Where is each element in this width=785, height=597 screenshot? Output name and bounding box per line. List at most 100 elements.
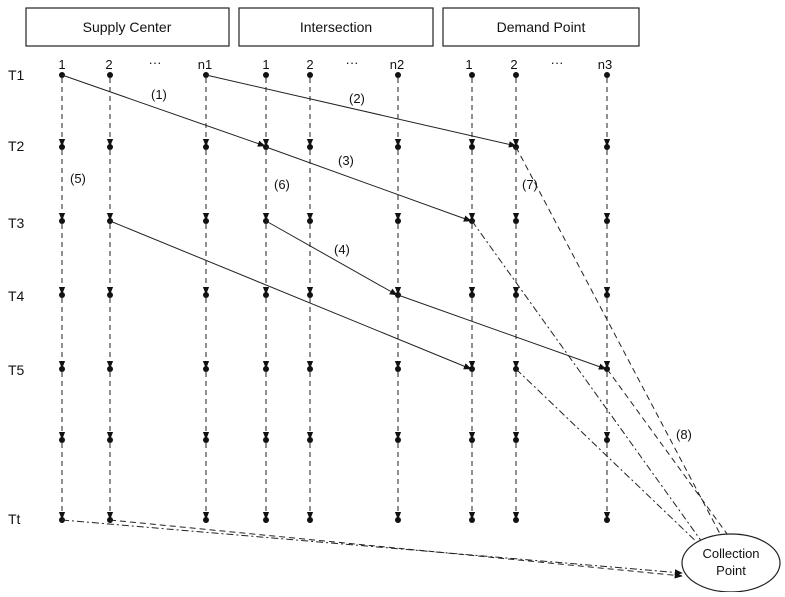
arc-label-8: (8) [676, 427, 692, 442]
arc-2 [205, 74, 517, 148]
collection-point-label-line2: Point [716, 563, 746, 578]
node-col2-row1 [107, 72, 113, 78]
arc-label-6: (6) [274, 177, 290, 192]
node-col4-row1 [263, 72, 269, 78]
col-label-supply-2: 2 [105, 57, 112, 72]
node-col7-row7 [469, 517, 475, 523]
node-col6-row3 [395, 218, 401, 224]
flow-demand2-t5-to-collection [515, 368, 705, 550]
arc-1 [61, 74, 266, 147]
header-demand-point: Demand Point [442, 7, 640, 47]
header-demand-point-label: Demand Point [497, 19, 586, 35]
node-col3-row4 [203, 292, 209, 298]
node-col6-row2 [395, 144, 401, 150]
node-col4-row4 [263, 292, 269, 298]
node-col1-row2 [59, 144, 65, 150]
time-labels: T1 T2 T3 T4 T5 Tt [8, 67, 25, 527]
flow-supply1-tt-to-collection [61, 519, 683, 576]
node-col8-row1 [513, 72, 519, 78]
collection-flows [61, 146, 739, 579]
node-col5-row2 [307, 144, 313, 150]
node-col1-row4 [59, 292, 65, 298]
arc-4 [265, 220, 398, 296]
node-col5-row6 [307, 437, 313, 443]
header-supply-center-label: Supply Center [83, 19, 172, 35]
node-col2-row2 [107, 144, 113, 150]
col-label-intersection-2: 2 [306, 57, 313, 72]
node-col4-row6 [263, 437, 269, 443]
node-col5-row5 [307, 366, 313, 372]
node-col6-row7 [395, 517, 401, 523]
node-col5-row3 [307, 218, 313, 224]
col-label-demand-ellipsis: ··· [551, 55, 564, 70]
vertical-time-lines [58, 78, 611, 520]
node-col9-row4 [604, 292, 610, 298]
node-col8-row6 [513, 437, 519, 443]
col-label-demand-n3: n3 [598, 57, 612, 72]
time-label-t5: T5 [8, 362, 25, 378]
node-col5-row1 [307, 72, 313, 78]
node-dots [59, 72, 610, 523]
node-col7-row2 [469, 144, 475, 150]
flow-demand2-t2-to-collection [515, 146, 729, 550]
node-col9-row3 [604, 218, 610, 224]
col-label-supply-1: 1 [58, 57, 65, 72]
header-intersection: Intersection [238, 7, 434, 47]
transport-arcs [61, 74, 607, 370]
node-col3-row7 [203, 517, 209, 523]
arc-intersection-n2-t4-to-demand-n3-t5 [397, 294, 607, 370]
node-col1-row6 [59, 437, 65, 443]
arc-supply2-t3-to-demand1-t5 [109, 220, 472, 370]
node-col6-row1 [395, 72, 401, 78]
node-col5-row4 [307, 292, 313, 298]
node-col5-row7 [307, 517, 313, 523]
node-col1-row5 [59, 366, 65, 372]
arc-label-3: (3) [338, 153, 354, 168]
node-col4-row5 [263, 366, 269, 372]
node-col2-row5 [107, 366, 113, 372]
flow-supply2-tt-to-collection [109, 519, 683, 579]
node-col3-row3 [203, 218, 209, 224]
node-col9-row2 [604, 144, 610, 150]
node-col1-row3 [59, 218, 65, 224]
node-col7-row4 [469, 292, 475, 298]
arc-label-7: (7) [522, 177, 538, 192]
flow-demand1-t3-to-collection [471, 220, 708, 550]
header-supply-center: Supply Center [25, 7, 230, 47]
arc-3 [265, 146, 472, 222]
time-label-t1: T1 [8, 67, 25, 83]
col-label-demand-2: 2 [510, 57, 517, 72]
node-col3-row5 [203, 366, 209, 372]
col-label-supply-ellipsis: ··· [149, 55, 162, 70]
col-label-demand-1: 1 [465, 57, 472, 72]
node-col9-row6 [604, 437, 610, 443]
node-col8-row4 [513, 292, 519, 298]
flow-demandn3-t5-to-collection [606, 368, 739, 550]
node-col7-row1 [469, 72, 475, 78]
col-label-intersection-n2: n2 [390, 57, 404, 72]
col-label-intersection-ellipsis: ··· [346, 55, 359, 70]
col-label-supply-n1: n1 [198, 57, 212, 72]
node-col7-row6 [469, 437, 475, 443]
collection-point: Collection Point [681, 533, 781, 593]
arc-label-1: (1) [151, 87, 167, 102]
arc-label-4: (4) [334, 242, 350, 257]
arc-labels: (1) (2) (3) (4) (5) (6) (7) (8) [70, 87, 692, 442]
node-col2-row4 [107, 292, 113, 298]
node-col3-row2 [203, 144, 209, 150]
time-label-tt: Tt [8, 511, 21, 527]
time-label-t4: T4 [8, 288, 25, 304]
node-col3-row6 [203, 437, 209, 443]
col-label-intersection-1: 1 [262, 57, 269, 72]
node-col8-row3 [513, 218, 519, 224]
time-label-t2: T2 [8, 138, 25, 154]
node-col6-row5 [395, 366, 401, 372]
node-col9-row1 [604, 72, 610, 78]
time-label-t3: T3 [8, 215, 25, 231]
arc-label-2: (2) [349, 91, 365, 106]
header-intersection-label: Intersection [300, 19, 372, 35]
node-col6-row6 [395, 437, 401, 443]
arc-label-5: (5) [70, 171, 86, 186]
